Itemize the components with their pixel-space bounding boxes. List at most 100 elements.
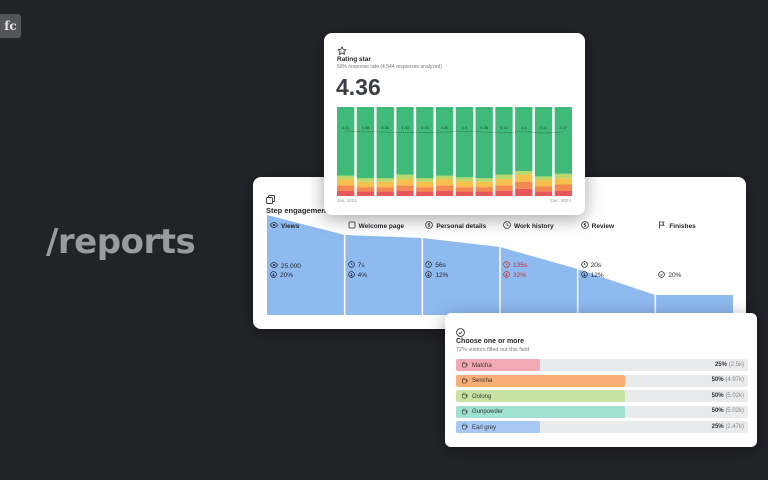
bar-segment	[356, 181, 375, 188]
bar-segment	[356, 178, 375, 182]
rating-title: Rating star	[337, 56, 371, 63]
step-label: Views	[270, 220, 345, 232]
bar-segment	[515, 171, 533, 175]
avg-data-label: 4.38	[362, 125, 371, 130]
rating-stacked-chart: 4.41 4.38 4.36 4.33 4.35 4.36 4.4 4.36 4.32 4.4 4.…	[337, 107, 572, 196]
choice-row: Matcha 25% (2.5k)	[456, 359, 748, 371]
bar-segment	[534, 179, 553, 187]
clock-icon	[425, 261, 433, 270]
cup-icon	[461, 423, 468, 432]
bar-segment	[534, 176, 553, 180]
step-label-text: Finishes	[669, 222, 696, 230]
bar-segment	[435, 107, 454, 176]
choice-row: Gunpowder 50% (5.02k)	[456, 405, 748, 418]
choice-count: (2.47k)	[725, 423, 744, 430]
bar-segment	[495, 107, 513, 175]
bar-segment	[435, 185, 454, 191]
flag-icon	[658, 221, 666, 231]
step-column: Views 25,000 20%	[270, 220, 345, 279]
bar-segment	[475, 107, 493, 179]
down-circle-icon	[425, 271, 433, 280]
bar-segment	[554, 173, 572, 179]
step-stat-time: 135s	[503, 261, 527, 270]
bar-segment	[416, 107, 434, 179]
bar-segment	[554, 178, 572, 185]
bar-segment	[376, 191, 394, 196]
bar-segment	[376, 107, 394, 179]
bar-segment	[515, 174, 533, 182]
dollar-circle-icon	[580, 221, 589, 231]
bar-segment	[534, 186, 553, 192]
down-circle-icon	[270, 271, 277, 280]
bar-segment	[356, 191, 375, 196]
avg-data-label: 4.35	[421, 125, 430, 130]
bar-segment	[396, 185, 414, 191]
choice-label: Oolong	[472, 393, 492, 400]
step-column: Work history 135s 32%	[503, 220, 578, 279]
choice-bar-fill	[456, 405, 625, 418]
clock-icon	[503, 261, 510, 270]
avg-data-label: 4.36	[480, 125, 489, 130]
check-circle-icon	[456, 324, 465, 342]
step-label: Work history	[503, 220, 578, 232]
step-stat-drop-text: 20%	[280, 272, 294, 279]
step-label: Personal details	[425, 220, 500, 232]
bar-segment	[475, 178, 493, 182]
step-stat-drop: 20%	[270, 271, 293, 280]
choice-pct: 50%	[711, 392, 724, 399]
bar-segment	[534, 191, 553, 196]
bar-segment	[337, 175, 355, 180]
bar-segment	[435, 179, 454, 186]
step-column: Personal details 56s 12%	[425, 220, 500, 279]
step-column: Review 20s 12%	[580, 220, 656, 279]
bar-segment	[475, 181, 493, 188]
bar-segment	[534, 107, 553, 177]
funnel-chart	[267, 215, 733, 315]
choice-count: (4.97k)	[725, 377, 744, 383]
choice-pct: 50%	[711, 408, 724, 414]
bar-segment	[435, 175, 454, 180]
choice-label: Matcha	[472, 362, 492, 369]
avg-data-label: 4.33	[401, 125, 410, 130]
bar-segment	[396, 174, 414, 180]
average-line	[345, 130, 564, 134]
step-label-text: Personal details	[436, 222, 487, 230]
bar-segment	[554, 184, 572, 191]
choice-label: Sencha	[472, 378, 493, 384]
step-stat-time: 20s	[580, 261, 601, 270]
bar-segment	[337, 190, 355, 196]
bar-segment	[376, 187, 394, 192]
down-circle-icon	[580, 271, 588, 280]
choice-bar-fill	[456, 390, 625, 402]
down-circle-icon	[503, 271, 510, 280]
avg-data-label: 4.36	[441, 125, 450, 130]
choice-percentage: 25% (2.47k)	[712, 424, 744, 430]
choice-name: Gunpowder	[461, 408, 503, 417]
bar-segment	[337, 185, 355, 191]
step-label: Welcome page	[348, 220, 423, 232]
choice-name: Earl grey	[461, 423, 496, 432]
choice-bar-fill	[456, 359, 541, 371]
choice-percentage: 25% (2.5k)	[715, 362, 744, 368]
bar-segment	[495, 190, 513, 196]
bar-segment	[495, 185, 513, 191]
step-label-text: Work history	[514, 222, 554, 230]
clock-circle-icon	[503, 221, 511, 231]
step-stat-time-text: 7s	[357, 262, 365, 269]
bar-segment	[554, 190, 572, 196]
down-circle-icon	[347, 271, 355, 280]
choice-pct: 25%	[711, 423, 724, 430]
bar-segment	[455, 191, 474, 196]
step-column: Finishes 20%	[658, 220, 733, 279]
bar-segment	[515, 188, 533, 196]
bar-segment	[455, 187, 474, 192]
bar-segment	[376, 181, 394, 188]
step-engagement-title: Step engagement	[266, 206, 329, 215]
choice-count: (5.02k)	[725, 408, 744, 414]
bar-segment	[396, 107, 414, 175]
step-stat-drop-text: 32%	[513, 272, 527, 279]
choice-bar-fill	[456, 421, 541, 433]
step-column: Welcome page 7s 4%	[347, 220, 423, 279]
avg-data-label: 4.37	[559, 125, 568, 130]
copy-icon	[266, 191, 275, 209]
